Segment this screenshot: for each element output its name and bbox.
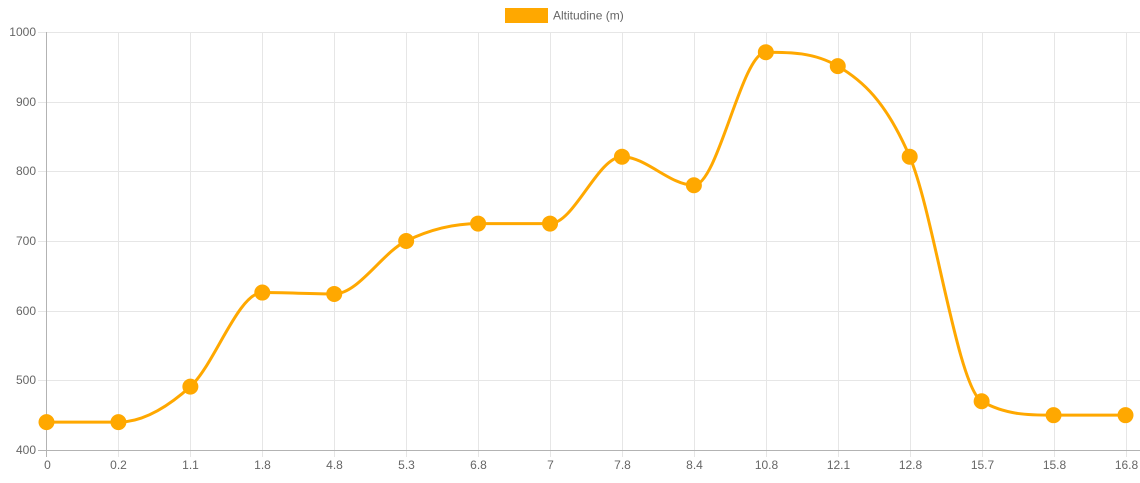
legend-swatch bbox=[505, 8, 548, 23]
x-tick-label: 16.8 bbox=[1115, 458, 1139, 472]
x-tick-label: 0 bbox=[44, 458, 51, 472]
x-tick-label: 15.8 bbox=[1043, 458, 1067, 472]
data-point bbox=[901, 148, 918, 165]
x-tick-label: 0.2 bbox=[110, 458, 127, 472]
legend[interactable]: Altitudine (m) bbox=[505, 8, 624, 23]
x-tick-label: 1.8 bbox=[254, 458, 271, 472]
x-tick-label: 15.7 bbox=[971, 458, 995, 472]
y-tick-label: 500 bbox=[16, 373, 36, 387]
x-tick-label: 6.8 bbox=[470, 458, 487, 472]
y-tick-label: 700 bbox=[16, 234, 36, 248]
legend-label: Altitudine (m) bbox=[553, 9, 624, 23]
x-tick-label: 10.8 bbox=[755, 458, 779, 472]
y-tick-label: 900 bbox=[16, 95, 36, 109]
data-point bbox=[38, 414, 55, 431]
data-point bbox=[757, 44, 774, 61]
data-point bbox=[829, 58, 846, 75]
data-point bbox=[470, 215, 487, 232]
x-tick-label: 8.4 bbox=[686, 458, 703, 472]
data-point bbox=[398, 233, 415, 249]
data-point bbox=[326, 285, 343, 302]
x-tick-label: 4.8 bbox=[326, 458, 343, 472]
x-tick-label: 1.1 bbox=[182, 458, 199, 472]
data-point bbox=[613, 148, 630, 165]
data-point bbox=[973, 393, 990, 410]
y-tick-label: 800 bbox=[16, 164, 36, 178]
series-line-group bbox=[46, 50, 1126, 424]
data-point bbox=[542, 215, 559, 232]
x-tick-label: 5.3 bbox=[398, 458, 415, 472]
data-point bbox=[685, 177, 702, 194]
x-tick-label: 12.1 bbox=[827, 458, 851, 472]
data-point bbox=[182, 378, 199, 395]
data-point bbox=[1045, 407, 1062, 424]
y-tick-label: 600 bbox=[16, 304, 36, 318]
x-tick-label: 12.8 bbox=[899, 458, 923, 472]
x-tick-label: 7.8 bbox=[614, 458, 631, 472]
axes: 400 500 600 700 800 900 1000 0 0.2 1.1 1.8 4.8 5.3 6.… bbox=[9, 25, 1140, 472]
data-point bbox=[110, 414, 127, 431]
data-point bbox=[254, 284, 271, 301]
x-tick-label: 7 bbox=[547, 458, 554, 472]
series-points bbox=[38, 44, 1134, 431]
data-point bbox=[1117, 407, 1134, 424]
y-tick-label: 1000 bbox=[9, 25, 36, 39]
y-tick-label: 400 bbox=[16, 443, 36, 457]
grid bbox=[38, 32, 1140, 457]
series-line bbox=[46, 50, 1126, 424]
